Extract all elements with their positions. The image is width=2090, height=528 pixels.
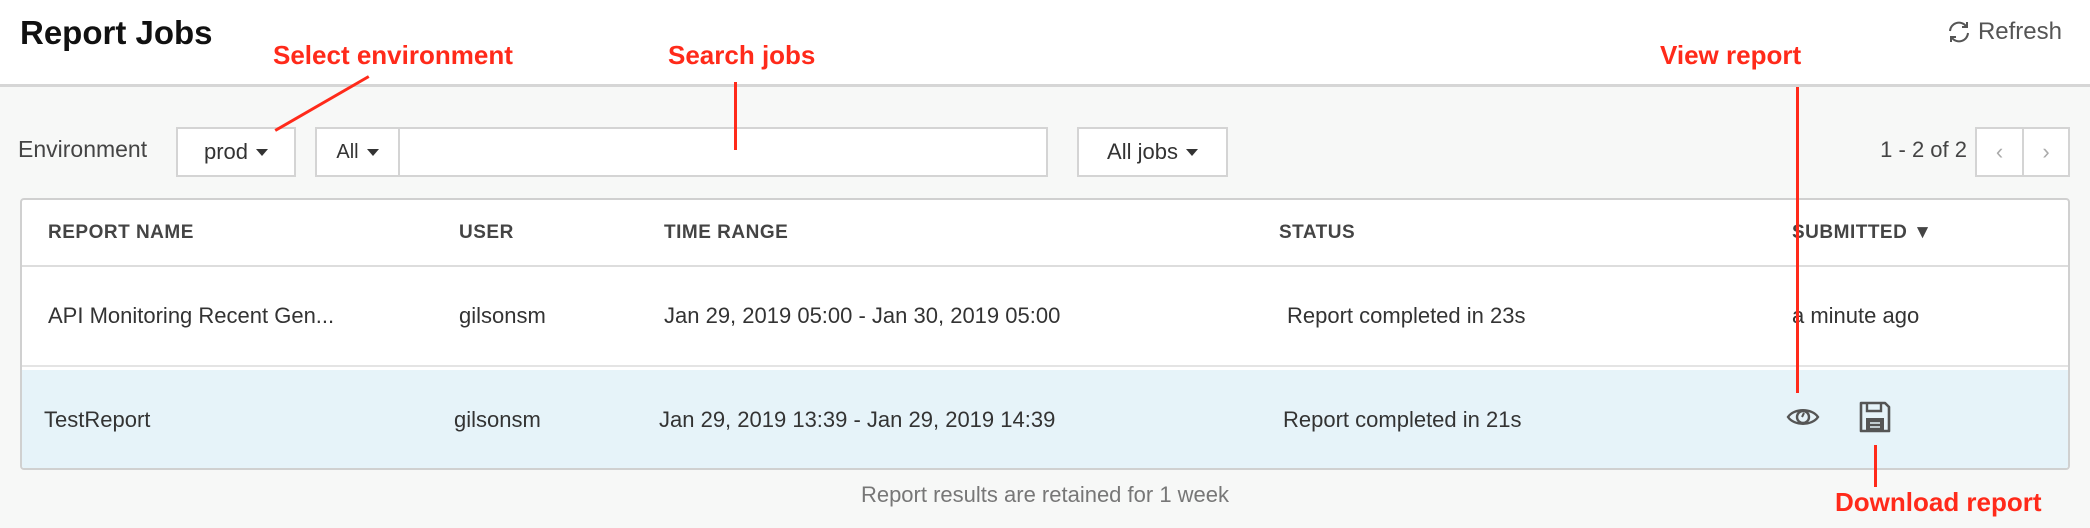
- col-user[interactable]: USER: [459, 221, 514, 243]
- chevron-left-icon: ‹: [1995, 139, 2004, 164]
- report-name[interactable]: API Monitoring Recent Gen...: [48, 303, 335, 328]
- annotation-download-report: Download report: [1835, 487, 2042, 517]
- refresh-label: Refresh: [1977, 18, 2062, 45]
- user: gilsonsm: [459, 303, 546, 328]
- annotation-search-jobs: Search jobs: [668, 40, 816, 70]
- retention-note: Report results are retained for 1 week: [860, 482, 1230, 507]
- col-submitted[interactable]: SUBMITTED ▼: [1792, 221, 1933, 243]
- user: gilsonsm: [454, 407, 541, 432]
- job-filter-select[interactable]: All jobs: [1077, 127, 1228, 177]
- next-page-button[interactable]: ›: [2022, 127, 2070, 177]
- chevron-right-icon: ›: [2042, 139, 2050, 164]
- col-status[interactable]: STATUS: [1279, 221, 1356, 243]
- environment-label: Environment: [18, 136, 148, 162]
- environment-select[interactable]: prod: [176, 127, 296, 177]
- table-row-selected[interactable]: TestReport gilsonsm Jan 29, 2019 13:39 -…: [22, 370, 2068, 468]
- annotation-line: [1796, 87, 1799, 393]
- refresh-icon: [1948, 21, 1969, 43]
- refresh-button[interactable]: Refresh: [1946, 18, 2062, 46]
- time-range: Jan 29, 2019 05:00 - Jan 30, 2019 05:00: [664, 303, 1061, 328]
- pagination-count: 1 - 2 of 2: [1880, 137, 1967, 162]
- chevron-down-icon: [366, 148, 379, 156]
- environment-value: prod: [203, 139, 249, 164]
- page-header: Report Jobs Refresh: [0, 0, 2090, 87]
- prev-page-button[interactable]: ‹: [1975, 127, 2024, 177]
- search-input[interactable]: [398, 127, 1048, 177]
- chevron-down-icon: [1185, 148, 1198, 156]
- time-range: Jan 29, 2019 13:39 - Jan 29, 2019 14:39: [659, 407, 1056, 432]
- annotation-view-report: View report: [1660, 40, 1802, 70]
- col-time-range[interactable]: TIME RANGE: [664, 221, 789, 243]
- report-name[interactable]: TestReport: [44, 407, 151, 432]
- eye-icon: [1786, 409, 1820, 425]
- view-report-button[interactable]: [1786, 405, 1820, 435]
- status: Report completed in 21s: [1283, 407, 1522, 432]
- table-header: REPORT NAME USER TIME RANGE STATUS SUBMI…: [22, 200, 2068, 267]
- annotation-line: [734, 82, 737, 150]
- annotation-line: [1874, 445, 1877, 487]
- job-filter-value: All jobs: [1107, 139, 1178, 164]
- jobs-table: REPORT NAME USER TIME RANGE STATUS SUBMI…: [20, 198, 2070, 470]
- table-row[interactable]: API Monitoring Recent Gen... gilsonsm Ja…: [22, 267, 2068, 367]
- annotation-select-environment: Select environment: [273, 40, 513, 70]
- download-report-button[interactable]: [1858, 400, 1892, 440]
- page-title: Report Jobs: [20, 14, 213, 51]
- col-report-name[interactable]: REPORT NAME: [48, 221, 194, 243]
- chevron-down-icon: [256, 148, 269, 156]
- submitted: a minute ago: [1792, 303, 1920, 328]
- status: Report completed in 23s: [1287, 303, 1526, 328]
- search-scope-select[interactable]: All: [315, 127, 400, 177]
- save-icon: [1859, 401, 1891, 433]
- search-scope-value: All: [336, 140, 359, 163]
- sort-desc-icon: ▼: [1913, 221, 1933, 243]
